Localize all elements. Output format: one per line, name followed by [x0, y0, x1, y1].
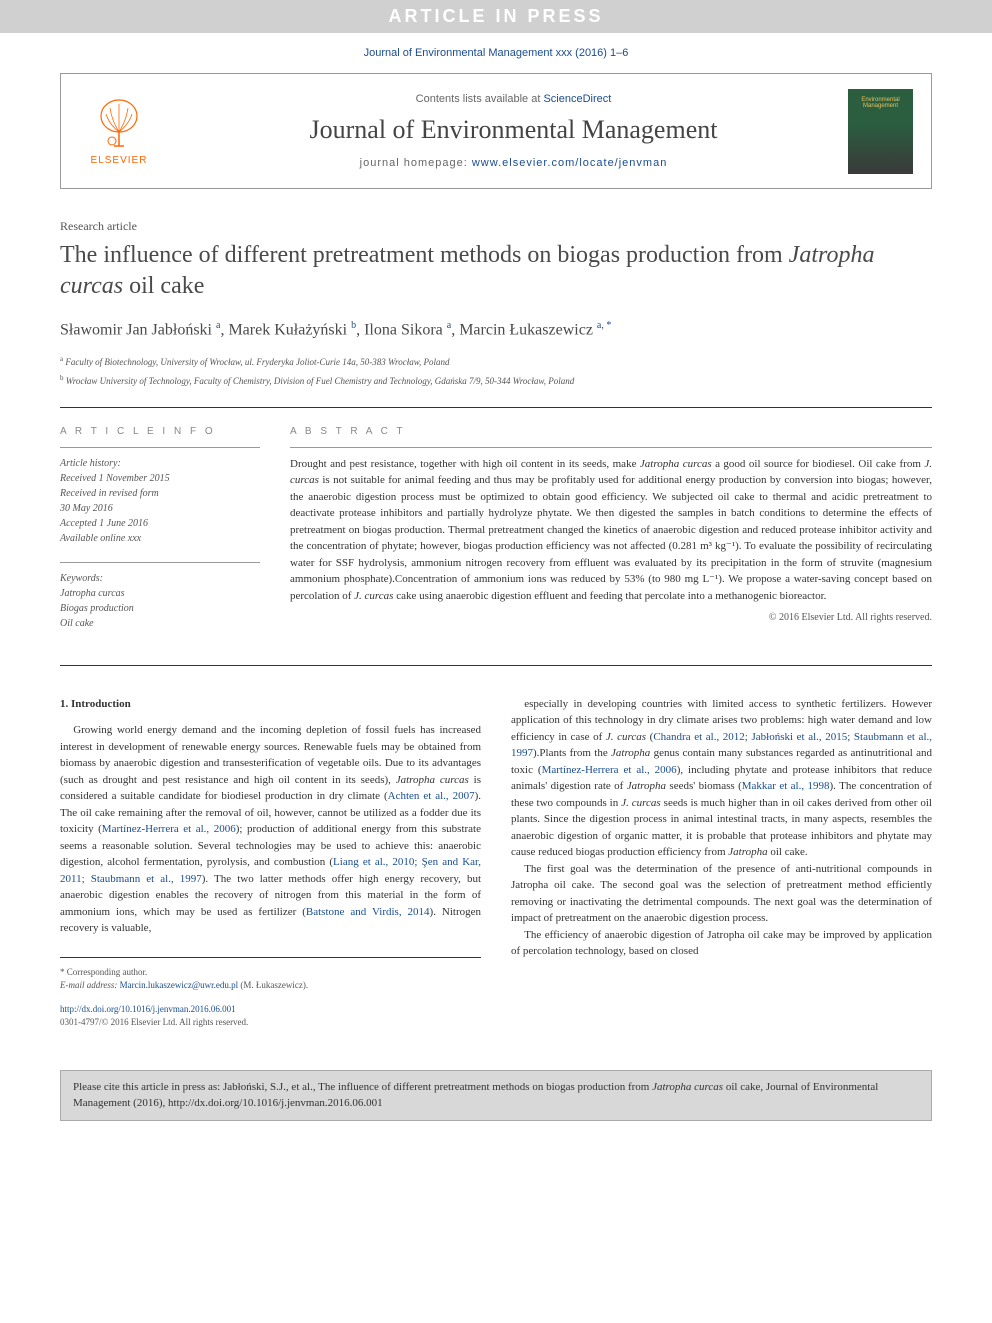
corresponding-email-line: E-mail address: Marcin.lukaszewicz@uwr.e…	[60, 979, 481, 993]
affiliation-b: b Wrocław University of Technology, Facu…	[60, 373, 932, 389]
abstract-heading: A B S T R A C T	[290, 426, 932, 437]
abstract-text: Drought and pest resistance, together wi…	[290, 456, 932, 605]
journal-homepage-link[interactable]: www.elsevier.com/locate/jenvman	[472, 157, 667, 169]
abstract-column: A B S T R A C T Drought and pest resista…	[290, 426, 932, 647]
issn-line: 0301-4797/© 2016 Elsevier Ltd. All right…	[60, 1017, 248, 1027]
abstract-copyright: © 2016 Elsevier Ltd. All rights reserved…	[290, 612, 932, 623]
journal-header-box: ELSEVIER Contents lists available at Sci…	[60, 73, 932, 189]
body-column-left: 1. Introduction Growing world energy dem…	[60, 696, 481, 1030]
affiliations: a Faculty of Biotechnology, University o…	[60, 354, 932, 389]
article-in-press-banner: ARTICLE IN PRESS	[0, 0, 992, 33]
elsevier-tree-icon	[94, 96, 144, 151]
divider	[60, 665, 932, 666]
contents-line: Contents lists available at ScienceDirec…	[179, 93, 848, 105]
body-column-right: especially in developing countries with …	[511, 696, 932, 1030]
abstract-divider	[290, 447, 932, 448]
elsevier-logo[interactable]: ELSEVIER	[79, 86, 159, 176]
corresponding-email-link[interactable]: Marcin.lukaszewicz@uwr.edu.pl	[120, 980, 239, 990]
intro-paragraph-4: The efficiency of anaerobic digestion of…	[511, 927, 932, 960]
divider	[60, 407, 932, 408]
intro-paragraph-3: The first goal was the determination of …	[511, 861, 932, 927]
authors-line: Sławomir Jan Jabłoński a, Marek Kułażyńs…	[60, 320, 932, 339]
article-title: The influence of different pretreatment …	[60, 240, 932, 302]
article-info-heading: A R T I C L E I N F O	[60, 426, 260, 437]
header-center: Contents lists available at ScienceDirec…	[179, 93, 848, 169]
doi-link[interactable]: http://dx.doi.org/10.1016/j.jenvman.2016…	[60, 1004, 236, 1014]
info-divider	[60, 447, 260, 448]
section-heading-introduction: 1. Introduction	[60, 696, 481, 713]
intro-paragraph-2: especially in developing countries with …	[511, 696, 932, 861]
cover-thumb-text: Environmental Management	[848, 97, 913, 109]
elsevier-label: ELSEVIER	[91, 155, 148, 166]
article-history: Article history: Received 1 November 201…	[60, 456, 260, 546]
doi-block: http://dx.doi.org/10.1016/j.jenvman.2016…	[60, 1003, 481, 1030]
journal-title: Journal of Environmental Management	[179, 115, 848, 145]
article-type: Research article	[60, 219, 932, 234]
keywords: Keywords: Jatropha curcas Biogas product…	[60, 571, 260, 631]
journal-reference: Journal of Environmental Management xxx …	[0, 33, 992, 73]
main-content: Research article The influence of differ…	[0, 189, 992, 1050]
citation-box: Please cite this article in press as: Ja…	[60, 1070, 932, 1121]
body-columns: 1. Introduction Growing world energy dem…	[60, 696, 932, 1030]
intro-paragraph-1: Growing world energy demand and the inco…	[60, 722, 481, 937]
corresponding-author-label: * Corresponding author.	[60, 966, 481, 980]
sciencedirect-link[interactable]: ScienceDirect	[543, 93, 611, 105]
journal-cover-thumbnail[interactable]: Environmental Management	[848, 89, 913, 174]
corresponding-author-block: * Corresponding author. E-mail address: …	[60, 957, 481, 993]
article-info-column: A R T I C L E I N F O Article history: R…	[60, 426, 260, 647]
homepage-line: journal homepage: www.elsevier.com/locat…	[179, 157, 848, 169]
info-divider	[60, 562, 260, 563]
info-abstract-row: A R T I C L E I N F O Article history: R…	[60, 426, 932, 647]
affiliation-a: a Faculty of Biotechnology, University o…	[60, 354, 932, 370]
